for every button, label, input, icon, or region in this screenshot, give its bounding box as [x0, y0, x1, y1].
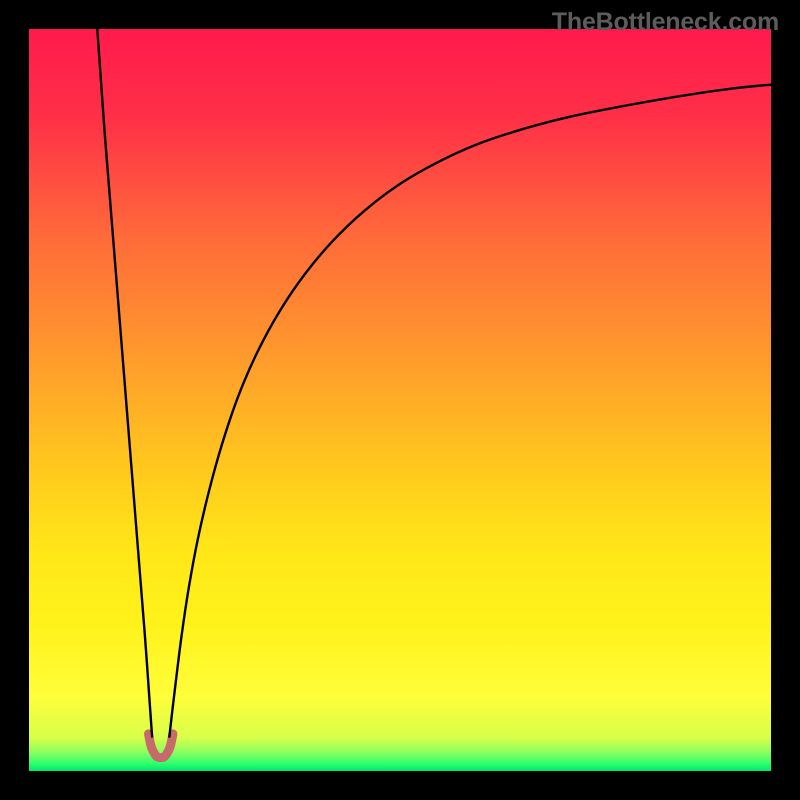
chart-root: TheBottleneck.com	[0, 0, 800, 800]
plot-background	[29, 29, 771, 771]
chart-svg	[0, 0, 800, 800]
watermark-text: TheBottleneck.com	[552, 8, 779, 37]
